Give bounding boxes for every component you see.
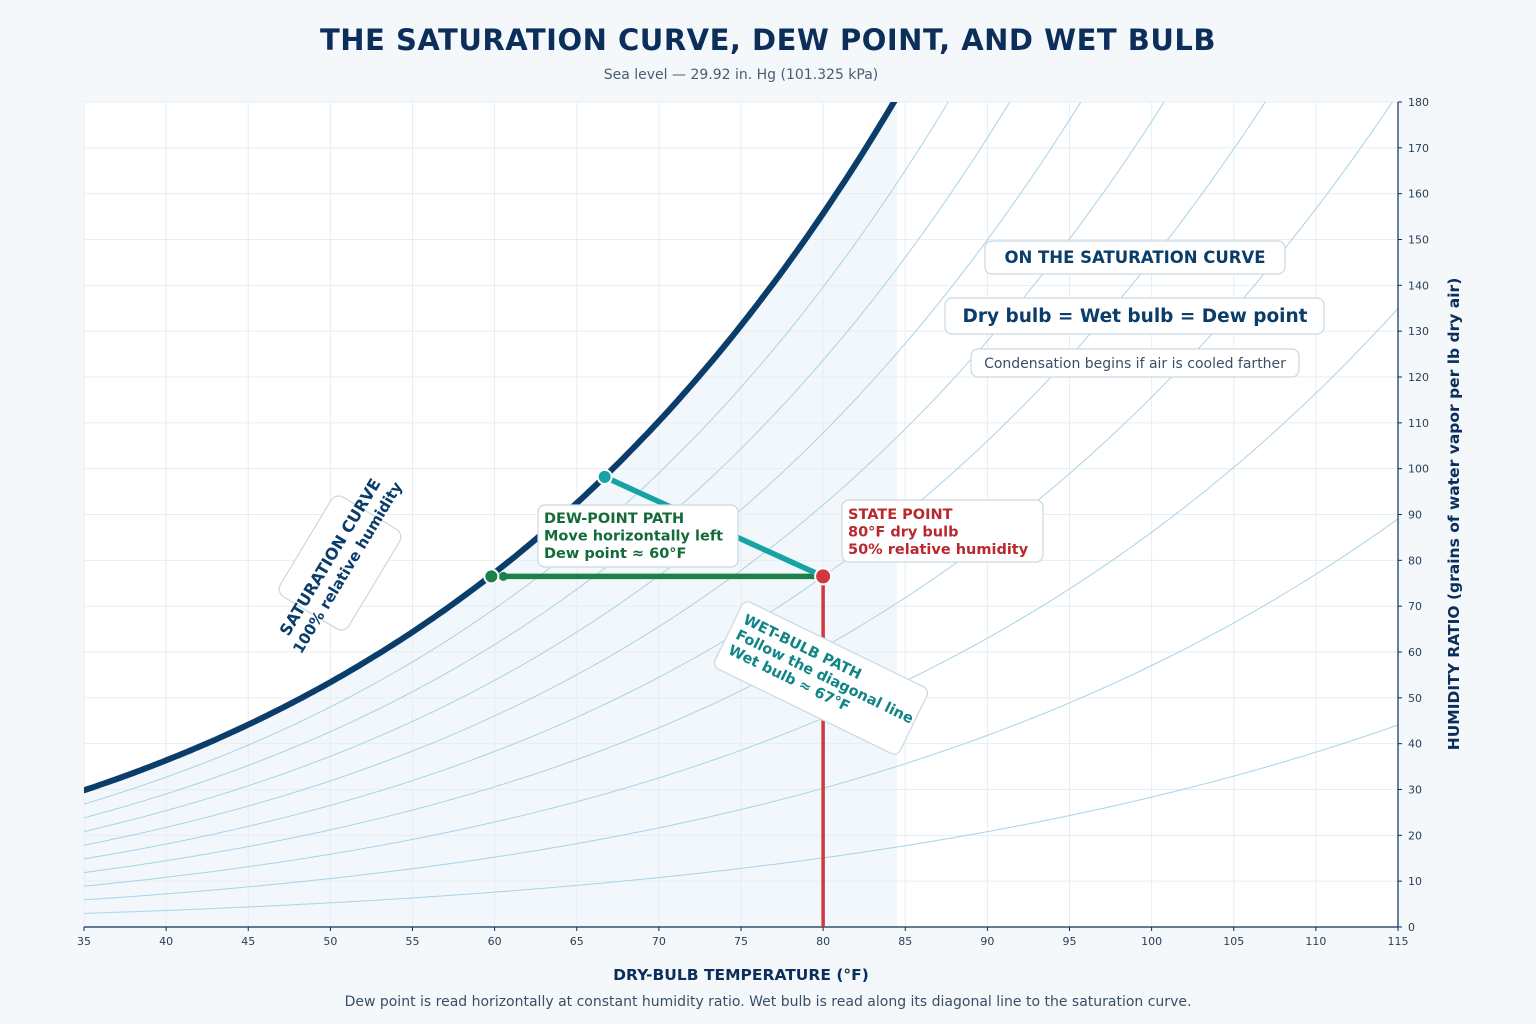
- y-tick-label: 160: [1408, 188, 1429, 201]
- x-tick-label: 75: [734, 935, 748, 948]
- saturation-note-text: Condensation begins if air is cooled far…: [984, 356, 1286, 372]
- shaded-region: [84, 102, 898, 927]
- x-tick-label: 80: [816, 935, 830, 948]
- saturation-heading-box: [984, 240, 1286, 275]
- saturated-zone-shading: [84, 102, 898, 927]
- y-tick-label: 80: [1408, 554, 1422, 567]
- x-tick-label: 90: [980, 935, 994, 948]
- y-tick-label: 110: [1408, 417, 1429, 430]
- x-tick-label: 85: [898, 935, 912, 948]
- chart-subtitle: Sea level — 29.92 in. Hg (101.325 kPa): [604, 67, 879, 83]
- state-point-marker: [814, 567, 833, 586]
- y-tick-label: 130: [1408, 325, 1429, 338]
- y-tick-label: 170: [1408, 142, 1429, 155]
- y-tick-label: 60: [1408, 646, 1422, 659]
- x-tick-label: 110: [1305, 935, 1326, 948]
- state-point-annotation: [841, 499, 1044, 563]
- y-tick-label: 20: [1408, 829, 1422, 842]
- saturation-note-box: [970, 348, 1300, 378]
- y-tick-label: 30: [1408, 784, 1422, 797]
- state-point-label-line-0: STATE POINT: [848, 507, 953, 523]
- rh-line-80: [84, 102, 1011, 819]
- chart-caption: Dew point is read horizontally at consta…: [345, 994, 1192, 1010]
- rh-line-90: [84, 102, 949, 805]
- rh-line-10: [84, 724, 1398, 914]
- saturation-curve-layer: [84, 102, 898, 794]
- y-tick-label: 70: [1408, 600, 1422, 613]
- dew-point-label-line-0: DEW-POINT PATH: [544, 511, 684, 527]
- y-tick-label: 90: [1408, 509, 1422, 522]
- wet-bulb-marker: [596, 468, 613, 485]
- rh-line-70: [84, 102, 1082, 832]
- x-tick-label: 95: [1063, 935, 1077, 948]
- saturation-curve: [84, 102, 898, 794]
- x-tick-label: 45: [241, 935, 255, 948]
- state-point-label-line-1: 80°F dry bulb: [848, 525, 958, 541]
- y-tick-label: 180: [1408, 96, 1429, 109]
- saturation-note-equation: Dry bulb = Wet bulb = Dew point: [962, 306, 1307, 327]
- x-tick-label: 65: [570, 935, 584, 948]
- y-tick-label: 40: [1408, 738, 1422, 751]
- x-tick-label: 105: [1223, 935, 1244, 948]
- dew-point-annotation: [537, 504, 739, 568]
- y-axis-label: HUMIDITY RATIO (grains of water vapor pe…: [1445, 278, 1463, 751]
- x-axis-label: DRY-BULB TEMPERATURE (°F): [613, 966, 869, 984]
- saturation-note-group: [944, 240, 1325, 378]
- y-tick-label: 140: [1408, 279, 1429, 292]
- y-tick-label: 120: [1408, 371, 1429, 384]
- dew-path-arrowhead: [498, 571, 508, 581]
- rh-line-60: [84, 102, 1165, 846]
- chart-title: THE SATURATION CURVE, DEW POINT, AND WET…: [320, 23, 1216, 57]
- rh-line-30: [84, 308, 1398, 887]
- dew-point-box: [537, 504, 739, 568]
- dew-point-marker: [483, 568, 500, 585]
- x-tick-label: 50: [323, 935, 337, 948]
- rh-line-20: [84, 518, 1398, 901]
- saturation-label-box: [278, 495, 402, 631]
- x-tick-label: 55: [406, 935, 420, 948]
- x-tick-label: 40: [159, 935, 173, 948]
- dew-point-label-line-1: Move horizontally left: [544, 529, 723, 545]
- dew-point-label-line-2: Dew point ≈ 60°F: [544, 546, 686, 562]
- x-tick-label: 35: [77, 935, 91, 948]
- x-tick-label: 60: [488, 935, 502, 948]
- x-tick-label: 70: [652, 935, 666, 948]
- y-tick-label: 10: [1408, 875, 1422, 888]
- wet-bulb-box: [713, 601, 929, 755]
- y-tick-label: 50: [1408, 692, 1422, 705]
- saturation-equation-box: [944, 297, 1325, 335]
- state-point-box: [841, 499, 1044, 563]
- saturation-note-heading: ON THE SATURATION CURVE: [1004, 248, 1265, 267]
- y-tick-label: 0: [1408, 921, 1415, 934]
- relative-humidity-lines: [84, 102, 1398, 914]
- x-tick-label: 100: [1141, 935, 1162, 948]
- state-point-label-line-2: 50% relative humidity: [848, 542, 1029, 558]
- y-tick-label: 100: [1408, 463, 1429, 476]
- y-tick-label: 150: [1408, 234, 1429, 247]
- x-tick-label: 115: [1388, 935, 1409, 948]
